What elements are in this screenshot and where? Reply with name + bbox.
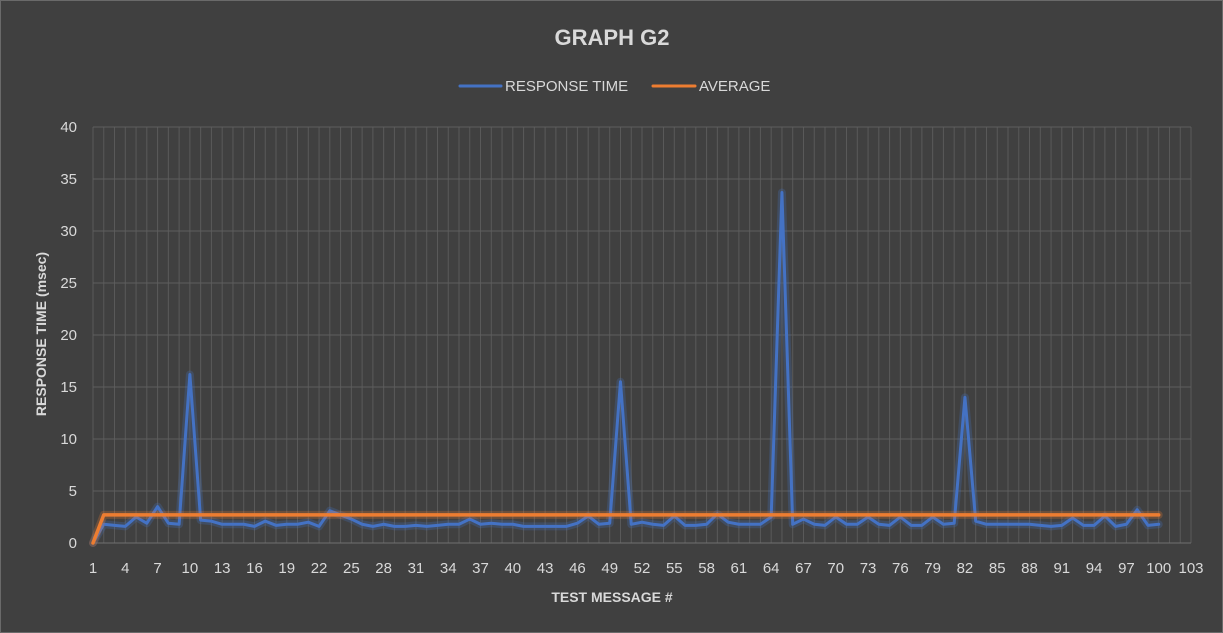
chart-title: GRAPH G2 — [555, 25, 670, 50]
y-axis-ticks: 0 5 10 15 20 25 30 35 40 — [60, 119, 77, 552]
x-tick-label: 25 — [343, 560, 360, 577]
x-tick-label: 43 — [537, 560, 554, 577]
series-glow-response-time — [89, 188, 1163, 547]
x-tick-label: 67 — [795, 560, 812, 577]
x-tick-label: 28 — [375, 560, 392, 577]
x-tick-label: 82 — [957, 560, 974, 577]
y-axis-title: RESPONSE TIME (msec) — [33, 252, 49, 416]
x-tick-label: 52 — [634, 560, 651, 577]
x-tick-label: 100 — [1146, 560, 1171, 577]
x-tick-label: 97 — [1118, 560, 1135, 577]
legend-label-average: AVERAGE — [699, 78, 770, 95]
x-tick-label: 79 — [924, 560, 941, 577]
x-tick-label: 19 — [278, 560, 295, 577]
x-tick-label: 49 — [601, 560, 618, 577]
y-tick-label: 30 — [60, 223, 77, 240]
x-tick-label: 13 — [214, 560, 231, 577]
x-tick-label: 34 — [440, 560, 457, 577]
y-tick-label: 35 — [60, 171, 77, 188]
x-tick-label: 22 — [311, 560, 328, 577]
x-tick-label: 1 — [89, 560, 97, 577]
y-tick-label: 5 — [69, 483, 77, 500]
x-tick-label: 16 — [246, 560, 263, 577]
x-tick-label: 55 — [666, 560, 683, 577]
x-tick-label: 31 — [408, 560, 425, 577]
x-tick-label: 76 — [892, 560, 909, 577]
x-axis-title: TEST MESSAGE # — [551, 589, 673, 605]
legend-label-response-time: RESPONSE TIME — [505, 78, 628, 95]
x-tick-label: 46 — [569, 560, 586, 577]
x-tick-label: 73 — [860, 560, 877, 577]
x-tick-label: 103 — [1178, 560, 1203, 577]
x-tick-label: 85 — [989, 560, 1006, 577]
x-tick-label: 40 — [504, 560, 521, 577]
chart-grid — [92, 126, 1192, 544]
x-tick-label: 70 — [827, 560, 844, 577]
y-tick-label: 25 — [60, 275, 77, 292]
x-axis-ticks: 1 4 7 10 13 16 19 22 25 28 31 34 37 40 43 46 49 52 55 58 61 6… — [89, 560, 1204, 577]
series-line-average — [91, 513, 1161, 545]
x-tick-label: 4 — [121, 560, 129, 577]
x-tick-label: 61 — [731, 560, 748, 577]
x-tick-label: 10 — [182, 560, 199, 577]
x-tick-label: 94 — [1086, 560, 1103, 577]
x-tick-label: 7 — [153, 560, 161, 577]
y-tick-label: 15 — [60, 379, 77, 396]
y-tick-label: 20 — [60, 327, 77, 344]
series-layer — [89, 188, 1163, 547]
y-tick-label: 10 — [60, 431, 77, 448]
chart-legend: RESPONSE TIME AVERAGE — [458, 78, 770, 95]
x-tick-label: 91 — [1053, 560, 1070, 577]
x-tick-label: 58 — [698, 560, 715, 577]
x-tick-label: 64 — [763, 560, 780, 577]
y-tick-label: 40 — [60, 119, 77, 136]
x-tick-label: 88 — [1021, 560, 1038, 577]
x-tick-label: 37 — [472, 560, 489, 577]
y-tick-label: 0 — [69, 535, 77, 552]
series-line-response-time — [91, 191, 1161, 545]
